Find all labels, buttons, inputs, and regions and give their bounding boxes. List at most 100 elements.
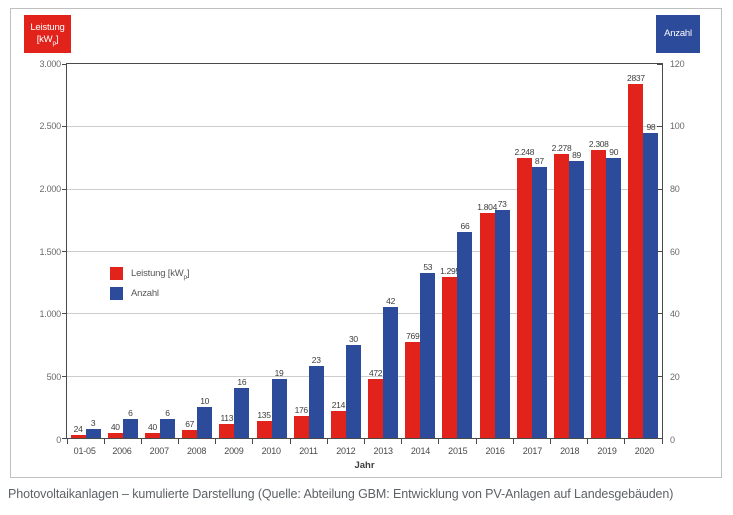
bar-anzahl: 19 (271, 368, 287, 438)
bar-anzahl: 23 (308, 355, 324, 438)
bar-anzahl-label: 89 (572, 149, 581, 160)
bar-series-container: 24 3 40 6 40 6 67 10 113 16 135 19 176 23 214 30 472 42 76… (67, 64, 662, 438)
gridline (67, 313, 662, 315)
x-axis-tick (438, 438, 440, 444)
bar-leistung-label: 40 (148, 422, 157, 433)
left-axis-tick-label: 500 (46, 371, 62, 382)
bar-group-2010: 135 19 (253, 64, 290, 438)
bar-anzahl: 16 (234, 377, 250, 438)
bar-leistung: 24 (70, 424, 86, 438)
bar-leistung-label: 2.248 (514, 146, 535, 157)
x-axis-tick (103, 438, 105, 444)
chart-frame: Leistung [kWp] Anzahl 3.000 2.500 2.000 1.5… (10, 8, 722, 478)
x-axis-tick-label: 2013 (373, 446, 393, 456)
figure-caption: Photovoltaikanlagen – kumulierte Darstel… (8, 487, 674, 501)
bar-anzahl-label: 98 (646, 121, 656, 132)
bar-leistung: 1.295 (440, 266, 460, 438)
x-axis-tick (66, 438, 68, 444)
bar-anzahl: 98 (643, 122, 659, 438)
x-axis-tick-label: 2018 (560, 446, 580, 456)
bar-anzahl: 42 (383, 296, 399, 438)
x-axis-tick-label: 2012 (336, 446, 356, 456)
x-axis-tick-label: 2019 (597, 446, 617, 456)
x-axis-tick-label: 2006 (112, 446, 132, 456)
right-axis-tick (657, 188, 662, 190)
bar-leistung: 2.278 (552, 143, 572, 438)
bar-leistung: 1.804 (477, 202, 497, 438)
left-axis-tick (62, 313, 67, 315)
left-axis-tick-label: 3.000 (39, 58, 61, 69)
bar-group-2012: 214 30 (327, 64, 364, 438)
x-axis-tick-label: 2014 (410, 446, 431, 456)
left-axis-tick-label: 2.000 (39, 183, 61, 194)
right-axis-header: Anzahl (656, 15, 700, 53)
bar-leistung-label: 2837 (627, 73, 645, 84)
bar-group-2008: 67 10 (179, 64, 216, 438)
x-axis-tick (587, 438, 589, 444)
x-axis-tick-label: 2015 (448, 446, 468, 456)
bar-leistung: 176 (293, 405, 309, 438)
bar-leistung-label: 2.278 (551, 143, 572, 154)
x-axis-tick (364, 438, 365, 444)
bar-anzahl-label: 66 (460, 221, 470, 232)
right-axis-tick-label: 0 (670, 434, 675, 445)
bar-anzahl-label: 3 (90, 417, 96, 428)
bar-anzahl-label: 23 (311, 355, 321, 366)
bar-leistung: 113 (219, 413, 235, 438)
x-axis-tick-label: 2020 (634, 446, 654, 456)
x-axis-tick (475, 438, 477, 444)
left-axis-tick (62, 126, 67, 128)
bar-anzahl: 90 (606, 147, 622, 438)
x-axis-tick (289, 438, 291, 444)
x-axis-tick-label: 2017 (522, 446, 543, 456)
bar-anzahl-label: 42 (386, 296, 396, 307)
plot-area: 24 3 40 6 40 6 67 10 113 16 135 19 176 23 214 30 472 42 76… (62, 63, 663, 444)
bar-group-2018: 2.278 89 (550, 64, 587, 438)
right-axis-tick (657, 438, 662, 439)
x-axis-tick (326, 438, 328, 444)
bar-group-2016: 1.804 73 (476, 64, 513, 438)
left-axis-tick-label: 2.500 (39, 121, 61, 132)
left-axis-tick (62, 251, 67, 252)
bar-anzahl-label: 10 (200, 395, 210, 406)
legend-label-leistung: Leistung [kWp] (131, 268, 190, 281)
bar-anzahl-label: 6 (165, 408, 170, 419)
x-axis-tick (624, 438, 626, 444)
bar-group-2015: 1.295 66 (439, 64, 476, 438)
left-axis-tick (62, 64, 67, 65)
bar-anzahl-label: 6 (128, 408, 133, 419)
bar-leistung-label: 769 (406, 331, 420, 342)
gridline (67, 375, 662, 377)
bar-leistung: 2837 (627, 73, 645, 438)
bar-group-2006: 40 6 (104, 64, 141, 438)
bar-anzahl-label: 16 (237, 377, 247, 388)
legend: Leistung [kWp] Anzahl (110, 267, 190, 307)
bar-leistung-label: 67 (185, 418, 195, 429)
left-axis-tick-label: 0 (56, 434, 61, 445)
gridline (67, 188, 662, 190)
x-axis-tick (140, 438, 142, 444)
bar-leistung: 40 (144, 422, 160, 438)
bar-anzahl-label: 30 (348, 333, 358, 344)
x-axis-tick-label: 2009 (224, 446, 244, 456)
bar-leistung-label: 113 (220, 412, 234, 423)
bar-group-2013: 472 42 (365, 64, 402, 438)
bar-leistung: 2.308 (589, 139, 609, 438)
bar-leistung: 769 (405, 331, 421, 438)
right-axis-tick (657, 375, 662, 377)
bar-leistung: 2.248 (514, 147, 535, 438)
bar-anzahl: 10 (197, 396, 213, 438)
x-axis-tick-label: 01-05 (73, 446, 96, 456)
x-axis-tick (512, 438, 514, 444)
bar-anzahl-label: 19 (274, 367, 284, 378)
left-axis-tick-labels: 3.000 2.500 2.000 1.500 1.000 500 0 (15, 59, 62, 445)
bar-leistung-label: 214 (331, 400, 346, 411)
bar-leistung-label: 472 (368, 368, 383, 379)
bar-group-2017: 2.248 87 (513, 64, 550, 438)
bar-leistung: 472 (368, 368, 384, 438)
bar-anzahl-label: 73 (497, 199, 507, 210)
x-axis-tick (252, 438, 254, 444)
bar-leistung-label: 2.308 (588, 139, 609, 150)
bar-group-2019: 2.308 90 (588, 64, 625, 438)
